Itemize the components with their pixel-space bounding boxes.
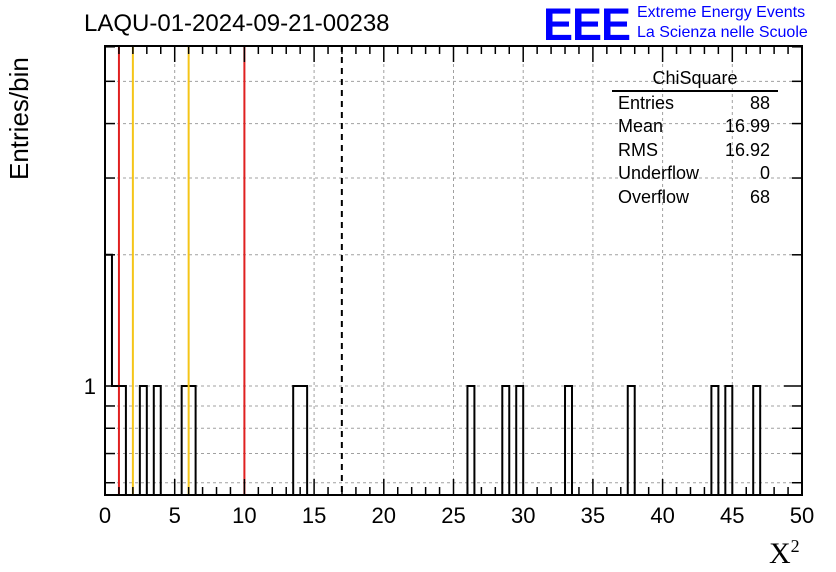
stats-value: 0	[759, 163, 770, 184]
histogram-bars	[104, 253, 762, 495]
y-axis-label: Entries/bin	[4, 57, 34, 180]
reference-lines	[117, 46, 343, 495]
stats-value: 88	[749, 93, 770, 113]
histogram-bar	[138, 385, 148, 495]
x-tick-label: 45	[720, 503, 744, 528]
histogram-bar	[515, 385, 525, 495]
x-tick-label: 35	[581, 503, 605, 528]
histogram-bar	[752, 385, 762, 495]
stats-label: Underflow	[618, 163, 700, 184]
tick-labels: 0 5 10 15 20 25 30 35 40 45 50 1	[84, 374, 814, 528]
axes	[104, 45, 803, 496]
x-tick-label: 20	[372, 503, 396, 528]
x-tick-label: 25	[441, 503, 465, 528]
stats-title: ChiSquare	[612, 67, 778, 92]
stats-row-underflow: Underflow 0	[612, 162, 778, 185]
y-tick-label: 1	[84, 374, 96, 399]
x-tick-label: 40	[650, 503, 674, 528]
histogram-bar	[724, 385, 734, 495]
histogram-bar	[104, 253, 127, 495]
histogram-bar	[626, 385, 636, 495]
stats-value: 68	[749, 186, 770, 207]
stats-label: Entries	[618, 93, 675, 113]
x-tick-label: 50	[790, 503, 814, 528]
x-axis-label: X2	[769, 536, 800, 571]
histogram-bar	[501, 385, 511, 495]
x-tick-label: 30	[511, 503, 535, 528]
histogram-bar	[466, 385, 476, 495]
histogram-bar	[152, 385, 162, 495]
stats-label: RMS	[618, 139, 658, 160]
histogram-bar	[564, 385, 573, 495]
histogram-bar	[292, 385, 309, 495]
x-tick-label: 15	[302, 503, 326, 528]
logo-line-1: Extreme Energy Events	[637, 4, 806, 21]
stats-row-overflow: Overflow 68	[612, 186, 778, 209]
stats-box: ChiSquare Entries 88 Mean 16.99 RMS 16.9…	[612, 67, 778, 209]
x-tick-label: 10	[232, 503, 256, 528]
chart-title: LAQU-01-2024-09-21-00238	[84, 10, 390, 37]
x-axis-label-superscript: 2	[790, 536, 800, 556]
x-axis-label-main: X	[769, 537, 791, 570]
stats-value: 16.92	[724, 139, 770, 160]
logo-caption: Extreme Energy Events La Scienza nelle S…	[637, 3, 808, 43]
x-tick-label: 0	[99, 503, 111, 528]
stats-label: Overflow	[618, 186, 690, 207]
stats-value: 16.99	[724, 116, 770, 137]
grid	[105, 46, 802, 495]
eee-logo: EEE	[543, 1, 631, 45]
histogram-bar	[710, 385, 720, 495]
stats-row-rms: RMS 16.92	[612, 139, 778, 162]
stats-row-mean: Mean 16.99	[612, 115, 778, 138]
stats-label: Mean	[618, 116, 664, 137]
x-tick-label: 5	[169, 503, 181, 528]
logo-line-2: La Scienza nelle Scuole	[637, 24, 808, 41]
logo-mark: EEE	[543, 1, 630, 45]
stats-row-entries: Entries 88	[612, 92, 778, 115]
